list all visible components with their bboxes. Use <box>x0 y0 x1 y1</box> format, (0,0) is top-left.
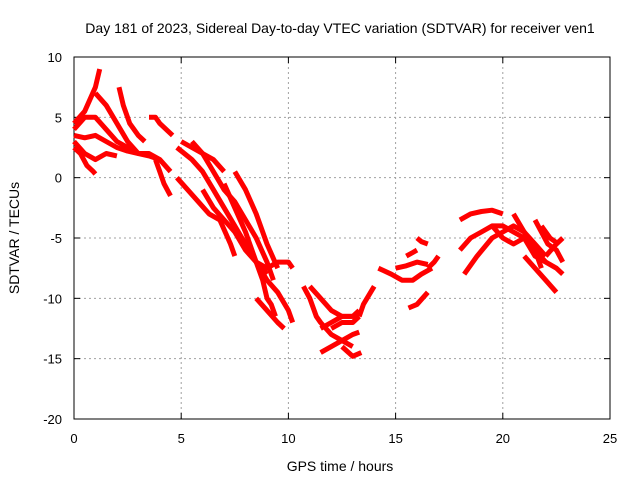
series-group <box>72 68 566 359</box>
series-line-sat-ag <box>458 207 504 223</box>
series-line-sat-m <box>179 139 226 174</box>
series-line-sat-ac <box>415 236 429 247</box>
x-tick-label: 10 <box>281 431 295 446</box>
x-tick-label: 0 <box>70 431 77 446</box>
series-line-sat-z <box>377 265 434 283</box>
series-line-sat-ae <box>407 290 430 311</box>
series-line-sat-c <box>72 145 98 176</box>
series-line-sat-i <box>153 158 173 197</box>
series-line-sat-q <box>254 259 295 271</box>
series-line-sat-h <box>149 114 175 138</box>
x-tick-label: 20 <box>496 431 510 446</box>
y-tick-label: -15 <box>43 352 62 367</box>
x-tick-label: 25 <box>603 431 617 446</box>
series-line-sat-f <box>93 91 141 156</box>
series-line-sat-ab <box>405 247 419 259</box>
series-line-sat-a <box>72 68 103 126</box>
x-axis-label: GPS time / hours <box>287 458 394 474</box>
series-line-sat-w <box>340 344 363 359</box>
series-line-sat-aj <box>511 212 544 270</box>
series-line-sat-aa <box>395 259 429 271</box>
y-tick-label: -10 <box>43 291 62 306</box>
series-line-sat-d <box>72 139 118 163</box>
series-line-sat-y <box>356 285 377 318</box>
y-tick-label: 5 <box>55 110 62 125</box>
y-axis: 10 5 0 -5 -10 -15 -20 <box>43 50 610 427</box>
series-line-sat-r <box>254 296 286 331</box>
series-line-sat-ai <box>490 224 565 277</box>
x-tick-label: 15 <box>388 431 402 446</box>
series-line-sat-ak <box>522 254 559 294</box>
x-axis: 0 5 10 15 20 25 <box>70 57 617 446</box>
series-line-sat-an <box>539 224 560 247</box>
series-line-sat-e <box>73 132 161 162</box>
series-line-sat-o <box>221 182 278 318</box>
y-tick-label: -5 <box>50 231 62 246</box>
y-tick-label: 0 <box>55 171 62 186</box>
series-line-sat-al <box>532 218 566 264</box>
series-line-sat-ah <box>462 223 548 276</box>
series-line-sat-u <box>319 308 361 331</box>
y-tick-label: 10 <box>48 50 62 65</box>
y-axis-label: SDTVAR / TECUs <box>6 182 22 294</box>
series-line-sat-p <box>232 170 280 270</box>
x-tick-label: 5 <box>178 431 185 446</box>
series-line-sat-j <box>175 145 296 324</box>
series-line-sat-v <box>319 329 361 355</box>
series-line-sat-x <box>330 314 361 331</box>
y-tick-label: -20 <box>43 412 62 427</box>
series-line-sat-l <box>175 176 238 257</box>
chart-title: Day 181 of 2023, Sidereal Day-to-day VTE… <box>85 20 595 36</box>
series-line-sat-ad <box>426 254 441 271</box>
series-line-sat-g <box>116 86 147 144</box>
